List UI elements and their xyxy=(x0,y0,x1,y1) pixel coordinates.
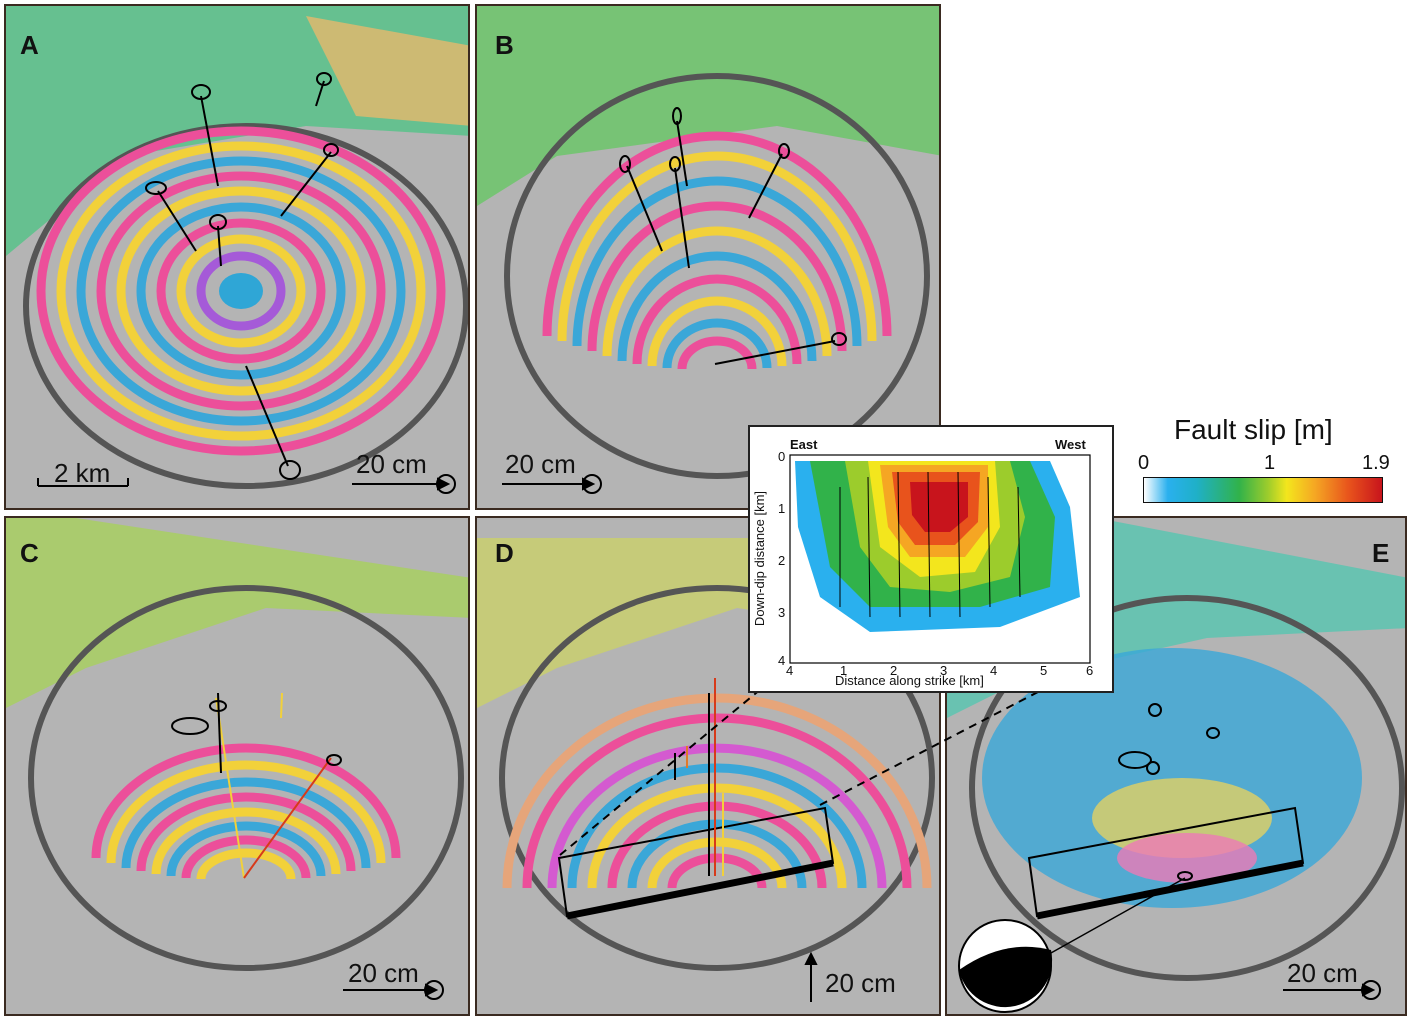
inset-y-tick: 0 xyxy=(778,449,786,464)
inset-x-tick: 6 xyxy=(1086,663,1094,678)
panel-c-image xyxy=(6,518,468,1014)
inset-y-tick: 2 xyxy=(778,553,786,568)
inset-y-tick: 1 xyxy=(778,501,786,516)
inset-x-tick: 1 xyxy=(840,663,848,678)
vector-scale-a-label: 20 cm xyxy=(356,449,427,479)
inset-x-tick: 2 xyxy=(890,663,898,678)
inset-xlabel: Distance along strike [km] xyxy=(835,673,984,688)
inset-y-tick: 3 xyxy=(778,605,786,620)
inset-west-label: West xyxy=(1055,437,1086,452)
fault-rectangle-e xyxy=(1027,806,1305,959)
inset-x-tick: 4 xyxy=(990,663,998,678)
fault-slip-inset: East West Distance along strike [km] Dow… xyxy=(748,425,1114,693)
displacement-arrows-b xyxy=(619,107,847,365)
colorbar-mid-label: 1 xyxy=(1264,452,1276,474)
panel-c: C 20 cm xyxy=(4,516,470,1016)
vector-scale-c-label: 20 cm xyxy=(348,958,419,988)
panel-a: A 2 km 20 cm xyxy=(4,4,470,510)
vector-scale-c xyxy=(343,980,444,1000)
vector-scale-d-label: 20 cm xyxy=(825,968,896,998)
displacement-arrows-e xyxy=(1118,703,1220,881)
vector-scale-e-label: 20 cm xyxy=(1287,958,1358,988)
panel-e-label: E xyxy=(1372,538,1390,568)
vector-scale-e xyxy=(1283,980,1381,1000)
displacement-field-e xyxy=(982,648,1362,908)
displacement-arrows-c xyxy=(171,692,342,879)
panel-b: B 20 cm xyxy=(475,4,941,510)
panel-a-image xyxy=(6,6,468,508)
fringes-b xyxy=(542,131,892,370)
vector-scale-b xyxy=(502,474,602,494)
fringes-c xyxy=(91,743,401,880)
colorbar-min-label: 0 xyxy=(1138,452,1150,474)
colorbar xyxy=(1143,477,1383,503)
panel-b-image xyxy=(477,6,939,508)
panel-d-label: D xyxy=(495,538,514,568)
displacement-arrows-d xyxy=(674,678,724,876)
scalebar-a-label: 2 km xyxy=(54,458,111,488)
inset-x-origin: 4 xyxy=(786,663,794,678)
inset-x-tick: 3 xyxy=(940,663,948,678)
panel-a-label: A xyxy=(20,30,39,60)
colorbar-max-label: 1.9 xyxy=(1362,452,1390,474)
scalebar-a xyxy=(37,478,129,487)
inset-east-label: East xyxy=(790,437,818,452)
fault-slip-plot xyxy=(789,454,1091,664)
panel-b-label: B xyxy=(495,30,514,60)
fault-rectangle-d xyxy=(557,806,835,920)
inset-x-tick: 5 xyxy=(1040,663,1048,678)
displacement-arrows-a xyxy=(145,72,339,480)
slip-contours xyxy=(795,461,1080,632)
panel-c-label: C xyxy=(20,538,39,568)
rake-arrows xyxy=(839,471,1021,618)
inset-ylabel: Down-dip distance [km] xyxy=(752,490,768,627)
fringes-a xyxy=(36,126,446,456)
vector-scale-b-label: 20 cm xyxy=(505,449,576,479)
focal-mechanism-icon xyxy=(958,919,1053,1013)
inset-y-tick: 4 xyxy=(778,653,786,668)
colorbar-title: Fault slip [m] xyxy=(1174,414,1333,445)
vector-scale-a xyxy=(352,474,456,494)
vector-scale-d xyxy=(804,951,818,1002)
